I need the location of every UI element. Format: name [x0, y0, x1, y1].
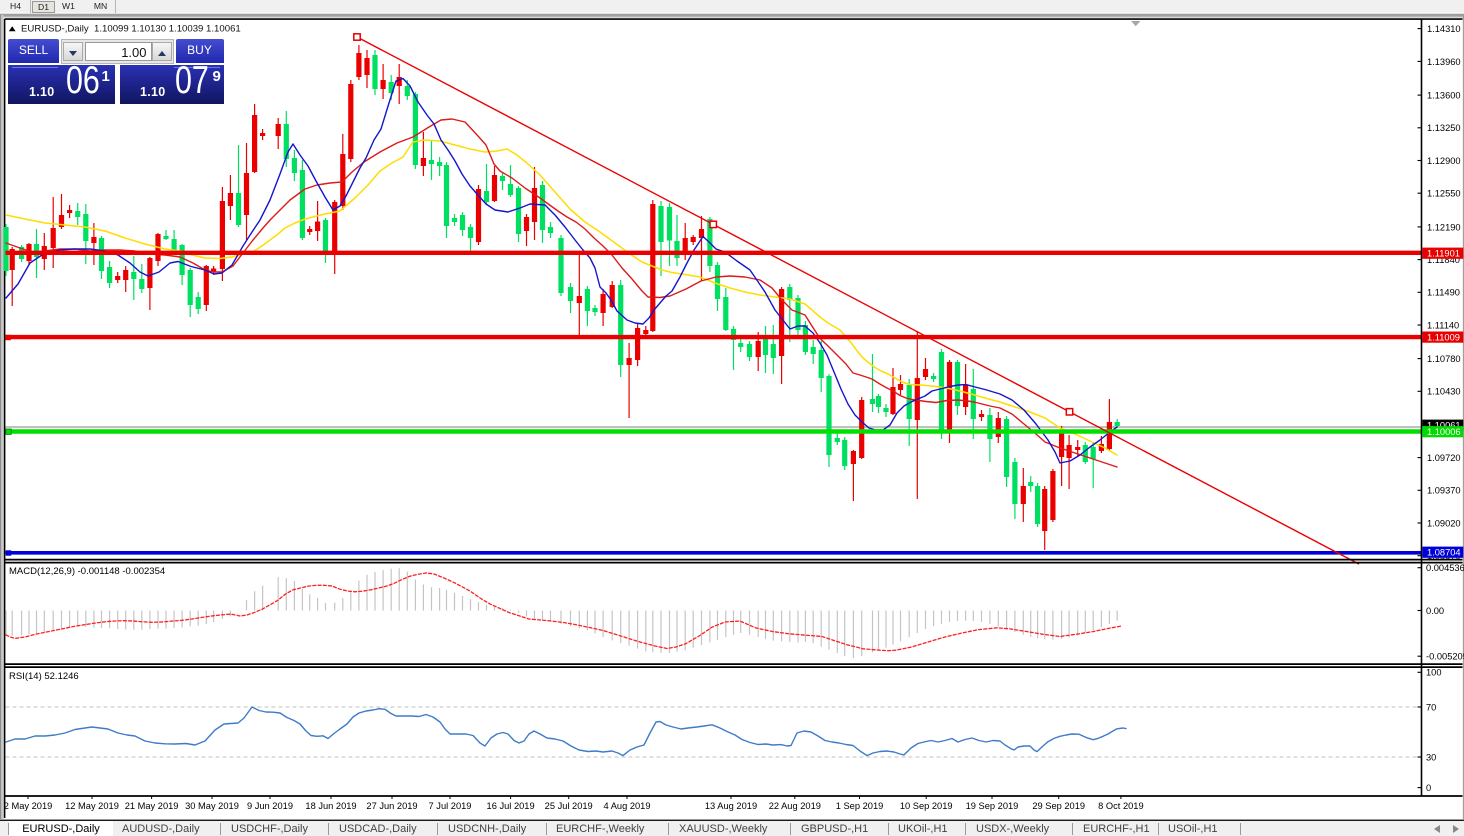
svg-text:25 Jul 2019: 25 Jul 2019 — [545, 801, 593, 811]
svg-text:1.11490: 1.11490 — [1427, 288, 1460, 298]
svg-text:30 May 2019: 30 May 2019 — [185, 801, 239, 811]
svg-text:4 Aug 2019: 4 Aug 2019 — [603, 801, 650, 811]
svg-text:1.14310: 1.14310 — [1427, 24, 1461, 34]
svg-text:1.10430: 1.10430 — [1427, 387, 1461, 397]
svg-text:9 Jun 2019: 9 Jun 2019 — [247, 801, 293, 811]
svg-text:30: 30 — [1426, 752, 1436, 762]
svg-text:1.09720: 1.09720 — [1427, 453, 1461, 463]
svg-text:0.004536: 0.004536 — [1426, 563, 1464, 573]
svg-text:13 Aug 2019: 13 Aug 2019 — [705, 801, 757, 811]
svg-text:1.12900: 1.12900 — [1427, 156, 1461, 166]
svg-text:18 Jun 2019: 18 Jun 2019 — [305, 801, 356, 811]
svg-text:70: 70 — [1426, 702, 1436, 712]
svg-text:1.12190: 1.12190 — [1427, 222, 1461, 232]
svg-text:1.13960: 1.13960 — [1427, 57, 1461, 67]
svg-text:8 Oct 2019: 8 Oct 2019 — [1098, 801, 1143, 811]
svg-text:1.09020: 1.09020 — [1427, 518, 1461, 528]
svg-text:0.00: 0.00 — [1426, 606, 1444, 616]
svg-text:1.12550: 1.12550 — [1427, 189, 1461, 199]
svg-text:1.13250: 1.13250 — [1427, 123, 1461, 133]
svg-text:EURUSD-,Daily 1.10099 1.10130: EURUSD-,Daily 1.10099 1.10130 1.10039 1.… — [21, 23, 241, 34]
svg-text:-0.005205: -0.005205 — [1426, 652, 1464, 662]
svg-text:1.11901: 1.11901 — [1427, 249, 1460, 259]
svg-text:19 Sep 2019: 19 Sep 2019 — [966, 801, 1019, 811]
svg-text:1.11840: 1.11840 — [1427, 255, 1460, 265]
svg-text:1.10006: 1.10006 — [1427, 427, 1461, 437]
svg-text:1.11009: 1.11009 — [1427, 333, 1460, 343]
svg-text:100: 100 — [1426, 668, 1442, 678]
svg-text:1.13600: 1.13600 — [1427, 91, 1461, 101]
svg-text:29 Sep 2019: 29 Sep 2019 — [1032, 801, 1085, 811]
svg-text:7 Jul 2019: 7 Jul 2019 — [429, 801, 472, 811]
svg-text:2 May 2019: 2 May 2019 — [4, 801, 53, 811]
svg-text:RSI(14) 52.1246: RSI(14) 52.1246 — [9, 671, 79, 682]
svg-text:1.08704: 1.08704 — [1427, 548, 1461, 558]
svg-text:10 Sep 2019: 10 Sep 2019 — [900, 801, 953, 811]
svg-text:1.10061: 1.10061 — [1427, 421, 1461, 431]
svg-text:1 Sep 2019: 1 Sep 2019 — [836, 801, 884, 811]
svg-text:12 May 2019: 12 May 2019 — [65, 801, 119, 811]
svg-text:0: 0 — [1426, 783, 1431, 793]
svg-text:1.09370: 1.09370 — [1427, 486, 1461, 496]
svg-text:22 Aug 2019: 22 Aug 2019 — [769, 801, 821, 811]
svg-text:1.11140: 1.11140 — [1427, 320, 1459, 330]
svg-text:21 May 2019: 21 May 2019 — [125, 801, 179, 811]
svg-text:16 Jul 2019: 16 Jul 2019 — [487, 801, 535, 811]
svg-text:27 Jun 2019: 27 Jun 2019 — [366, 801, 417, 811]
svg-text:MACD(12,26,9) -0.001148 -0.002: MACD(12,26,9) -0.001148 -0.002354 — [9, 566, 165, 577]
svg-text:1.10780: 1.10780 — [1427, 354, 1461, 364]
